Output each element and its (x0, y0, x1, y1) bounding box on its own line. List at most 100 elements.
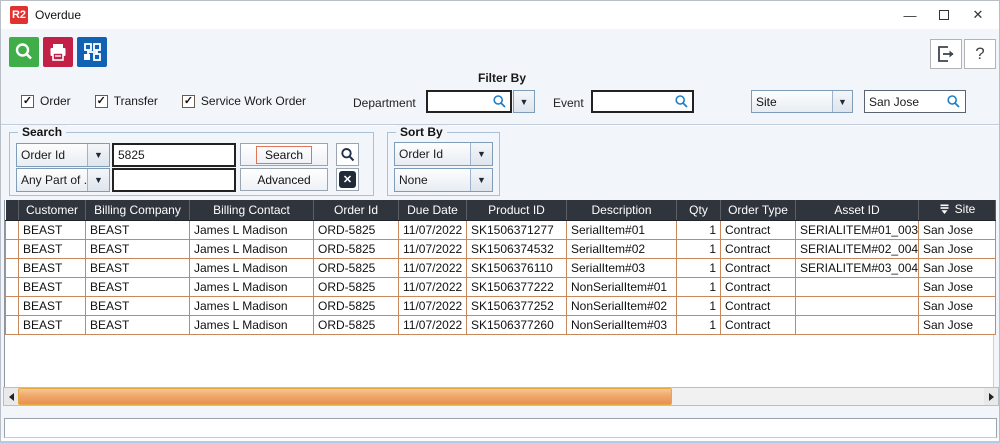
table-cell[interactable]: SerialItem#01 (566, 219, 677, 240)
table-cell[interactable]: BEAST (18, 257, 86, 278)
table-cell[interactable] (5, 219, 19, 240)
column-header-billing-company[interactable]: Billing Company (85, 200, 190, 221)
minimize-button[interactable]: — (903, 7, 917, 23)
clear-search-button[interactable]: ✕ (336, 168, 359, 191)
transfer-checkbox[interactable]: ✓ (94, 94, 108, 108)
scroll-right-button[interactable] (984, 388, 998, 405)
site-dropdown[interactable]: Site ▼ (751, 90, 853, 113)
column-header-customer[interactable]: Customer (18, 200, 86, 221)
search-value2-input[interactable] (112, 168, 236, 192)
table-cell[interactable]: 11/07/2022 (398, 295, 467, 316)
table-cell[interactable]: Contract (720, 257, 796, 278)
column-header-asset-id[interactable]: Asset ID (795, 200, 919, 221)
table-cell[interactable]: San Jose (918, 295, 996, 316)
table-cell[interactable]: 11/07/2022 (398, 276, 467, 297)
table-cell[interactable]: James L Madison (189, 238, 314, 259)
search-magnifier-button[interactable] (336, 143, 359, 166)
table-cell[interactable]: 1 (676, 314, 721, 335)
table-cell[interactable]: BEAST (18, 276, 86, 297)
table-cell[interactable]: BEAST (18, 219, 86, 240)
table-cell[interactable]: NonSerialItem#03 (566, 314, 677, 335)
search-toolbar-button[interactable] (9, 37, 39, 67)
magnifier-icon[interactable] (674, 94, 689, 109)
table-cell[interactable] (5, 276, 19, 297)
table-cell[interactable]: BEAST (18, 314, 86, 335)
table-cell[interactable]: James L Madison (189, 257, 314, 278)
column-header-site[interactable]: Site (918, 200, 996, 221)
close-button[interactable]: ✕ (972, 7, 984, 22)
table-cell[interactable]: James L Madison (189, 295, 314, 316)
column-header-gutter[interactable] (5, 200, 19, 221)
order-checkbox[interactable]: ✓ (21, 94, 34, 108)
table-cell[interactable]: ORD-5825 (313, 238, 399, 259)
table-cell[interactable]: SERIALITEM#01_003 (795, 219, 919, 240)
table-cell[interactable]: SK1506374532 (466, 238, 567, 259)
table-cell[interactable]: James L Madison (189, 314, 314, 335)
search-field2-dropdown[interactable]: Any Part of ... ▼ (16, 168, 110, 192)
table-cell[interactable]: ORD-5825 (313, 276, 399, 297)
table-cell[interactable]: NonSerialItem#01 (566, 276, 677, 297)
table-cell[interactable]: San Jose (918, 238, 996, 259)
help-button[interactable]: ? (964, 39, 996, 69)
column-header-qty[interactable]: Qty (676, 200, 721, 221)
sort2-dropdown[interactable]: None ▼ (394, 168, 493, 192)
magnifier-icon[interactable] (492, 94, 507, 109)
table-cell[interactable]: 1 (676, 295, 721, 316)
table-cell[interactable]: San Jose (918, 219, 996, 240)
table-cell[interactable]: SerialItem#02 (566, 238, 677, 259)
table-cell[interactable]: James L Madison (189, 276, 314, 297)
table-cell[interactable]: Contract (720, 314, 796, 335)
table-cell[interactable]: ORD-5825 (313, 295, 399, 316)
table-cell[interactable]: ORD-5825 (313, 219, 399, 240)
search-value1-input[interactable]: 5825 (112, 143, 236, 167)
table-cell[interactable]: ORD-5825 (313, 257, 399, 278)
table-cell[interactable]: 1 (676, 276, 721, 297)
table-cell[interactable]: NonSerialItem#02 (566, 295, 677, 316)
exit-button[interactable] (930, 39, 962, 69)
table-cell[interactable] (795, 295, 919, 316)
table-cell[interactable]: 11/07/2022 (398, 314, 467, 335)
table-cell[interactable] (5, 314, 19, 335)
table-cell[interactable]: San Jose (918, 276, 996, 297)
service-work-order-checkbox[interactable]: ✓ (181, 94, 195, 108)
event-field[interactable] (591, 90, 694, 113)
table-cell[interactable]: 1 (676, 238, 721, 259)
workflow-toolbar-button[interactable] (77, 37, 107, 67)
transfer-checkbox-item[interactable]: ✓ Transfer (94, 94, 158, 108)
table-cell[interactable]: 11/07/2022 (398, 257, 467, 278)
table-cell[interactable]: BEAST (85, 276, 190, 297)
table-cell[interactable]: SK1506377260 (466, 314, 567, 335)
magnifier-icon[interactable] (946, 94, 961, 109)
advanced-button[interactable]: Advanced (240, 168, 328, 191)
print-toolbar-button[interactable] (43, 37, 73, 67)
chevron-down-icon[interactable]: ▼ (470, 169, 492, 191)
table-cell[interactable]: SERIALITEM#02_004 (795, 238, 919, 259)
table-cell[interactable] (795, 314, 919, 335)
maximize-button[interactable] (927, 1, 961, 29)
search-button[interactable]: Search (240, 143, 328, 166)
scrollbar-thumb[interactable] (18, 388, 672, 405)
chevron-down-icon[interactable]: ▼ (832, 91, 852, 112)
column-header-billing-contact[interactable]: Billing Contact (189, 200, 314, 221)
table-cell[interactable]: SK1506371277 (466, 219, 567, 240)
search-field1-dropdown[interactable]: Order Id ▼ (16, 143, 110, 167)
chevron-down-icon[interactable]: ▼ (87, 144, 109, 166)
table-cell[interactable]: Contract (720, 276, 796, 297)
department-field[interactable] (426, 90, 512, 113)
horizontal-scrollbar[interactable] (3, 387, 999, 406)
table-cell[interactable]: Contract (720, 295, 796, 316)
table-cell[interactable] (795, 276, 919, 297)
table-cell[interactable]: ORD-5825 (313, 314, 399, 335)
table-cell[interactable]: San Jose (918, 314, 996, 335)
table-cell[interactable]: San Jose (918, 257, 996, 278)
table-cell[interactable]: SK1506377252 (466, 295, 567, 316)
table-cell[interactable]: SK1506377222 (466, 276, 567, 297)
table-cell[interactable]: BEAST (85, 219, 190, 240)
table-cell[interactable]: Contract (720, 238, 796, 259)
table-cell[interactable]: 1 (676, 219, 721, 240)
column-header-order-type[interactable]: Order Type (720, 200, 796, 221)
table-cell[interactable]: BEAST (85, 295, 190, 316)
column-header-due-date[interactable]: Due Date (398, 200, 467, 221)
chevron-down-icon[interactable]: ▼ (470, 143, 492, 165)
table-cell[interactable]: BEAST (85, 238, 190, 259)
